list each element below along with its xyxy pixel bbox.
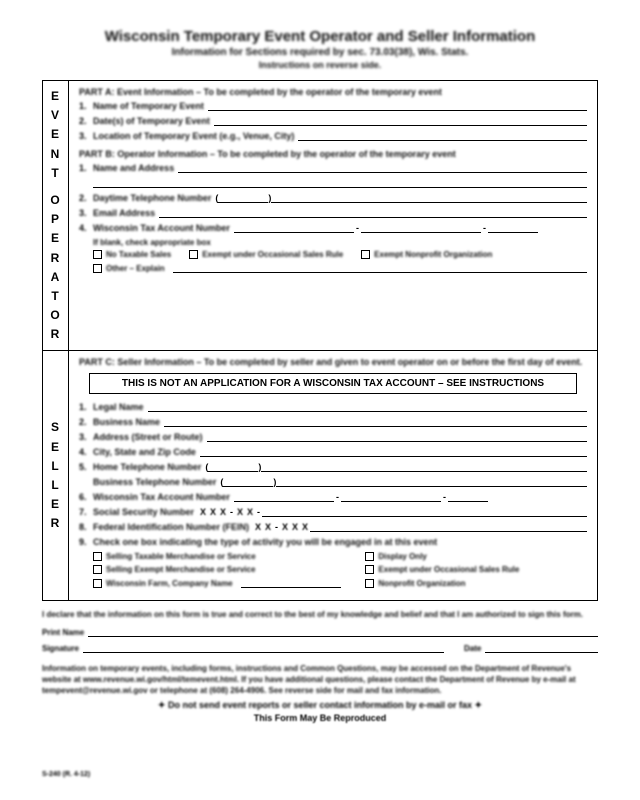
field-operator-phone: 2. Daytime Telephone Number ()	[79, 193, 587, 203]
part-c-heading: PART C: Seller Information – To be compl…	[79, 357, 587, 367]
input-tax-1[interactable]	[234, 223, 354, 233]
field-operator-email: 3. Email Address	[79, 208, 587, 218]
form-container: EVENT OPERATOR PART A: Event Information…	[42, 80, 598, 601]
seller-checkbox-row-3: Wisconsin Farm, Company Name Nonprofit O…	[93, 578, 587, 588]
bottom-note: ✦ Do not send event reports or seller co…	[42, 700, 598, 711]
form-code: S-240 (R. 4-12)	[42, 771, 90, 778]
bottom-note-2: This Form May Be Reproduced	[42, 713, 598, 723]
seller-checkbox-row-1: Selling Taxable Merchandise or Service D…	[93, 552, 587, 561]
signature-row: Signature Date	[42, 643, 598, 653]
checkbox-taxable-merch[interactable]	[93, 552, 102, 561]
checkbox-no-taxable[interactable]	[93, 250, 102, 259]
field-event-name: 1. Name of Temporary Event	[79, 101, 587, 111]
field-event-location: 3. Location of Temporary Event (e.g., Ve…	[79, 131, 587, 141]
input-seller-tax-2[interactable]	[341, 492, 441, 502]
sub-label-b4: If blank, check appropriate box	[93, 238, 587, 247]
event-operator-side-label: EVENT OPERATOR	[43, 81, 69, 350]
input-date[interactable]	[485, 643, 598, 653]
checkbox-seller-nonprofit[interactable]	[365, 579, 374, 588]
input-fein[interactable]	[310, 522, 587, 532]
form-subtitle: Information for Sections required by sec…	[42, 47, 598, 58]
field-operator-name: 1. Name and Address	[79, 163, 587, 173]
checkbox-occasional[interactable]	[189, 250, 198, 259]
input-farm-name[interactable]	[241, 578, 341, 588]
field-operator-tax: 4. Wisconsin Tax Account Number - -	[79, 223, 587, 233]
form-subtitle2: Instructions on reverse side.	[42, 60, 598, 70]
checkbox-nonprofit[interactable]	[361, 250, 370, 259]
input-legal-name[interactable]	[148, 402, 587, 412]
checkbox-display-only[interactable]	[365, 552, 374, 561]
input-event-name[interactable]	[208, 101, 587, 111]
seller-side-label: SELLER	[43, 351, 69, 600]
input-operator-email[interactable]	[159, 208, 587, 218]
form-title: Wisconsin Temporary Event Operator and S…	[42, 28, 598, 45]
checkbox-exempt-merch[interactable]	[93, 565, 102, 574]
checkbox-seller-occasional[interactable]	[365, 565, 374, 574]
operator-checkbox-row-2: Other – Explain	[93, 263, 587, 273]
input-home-phone[interactable]	[261, 462, 587, 472]
input-operator-name-2[interactable]	[93, 178, 587, 188]
input-phone-num[interactable]	[271, 193, 587, 203]
input-print-name[interactable]	[88, 627, 598, 637]
checkbox-other[interactable]	[93, 264, 102, 273]
input-operator-name[interactable]	[178, 163, 587, 173]
part-a-heading: PART A: Event Information – To be comple…	[79, 87, 587, 97]
input-city-state-zip[interactable]	[200, 447, 587, 457]
input-seller-tax-1[interactable]	[234, 492, 334, 502]
input-ssn[interactable]	[262, 507, 587, 517]
input-signature[interactable]	[83, 643, 444, 653]
declaration-text: I declare that the information on this f…	[42, 609, 598, 620]
operator-checkbox-row-1: No Taxable Sales Exempt under Occasional…	[93, 250, 587, 259]
input-tax-2[interactable]	[361, 223, 481, 233]
input-phone-area[interactable]	[218, 193, 268, 203]
input-other-explain[interactable]	[173, 263, 587, 273]
input-event-location[interactable]	[298, 131, 587, 141]
seller-section: SELLER PART C: Seller Information – To b…	[43, 350, 597, 600]
footer-info: Information on temporary events, includi…	[42, 663, 598, 697]
checkbox-wisconsin-farm[interactable]	[93, 579, 102, 588]
input-seller-tax-3[interactable]	[448, 492, 488, 502]
input-business-name[interactable]	[164, 417, 587, 427]
seller-checkbox-row-2: Selling Exempt Merchandise or Service Ex…	[93, 565, 587, 574]
input-home-phone-area[interactable]	[208, 462, 258, 472]
input-tax-3[interactable]	[488, 223, 538, 233]
input-event-dates[interactable]	[214, 116, 587, 126]
part-b-heading: PART B: Operator Information – To be com…	[79, 149, 587, 159]
event-operator-section: EVENT OPERATOR PART A: Event Information…	[43, 81, 597, 350]
print-name-row: Print Name	[42, 627, 598, 637]
input-address[interactable]	[207, 432, 587, 442]
field-event-dates: 2. Date(s) of Temporary Event	[79, 116, 587, 126]
input-bus-phone[interactable]	[276, 477, 587, 487]
input-bus-phone-area[interactable]	[223, 477, 273, 487]
notice-box: THIS IS NOT AN APPLICATION FOR A WISCONS…	[89, 373, 577, 394]
